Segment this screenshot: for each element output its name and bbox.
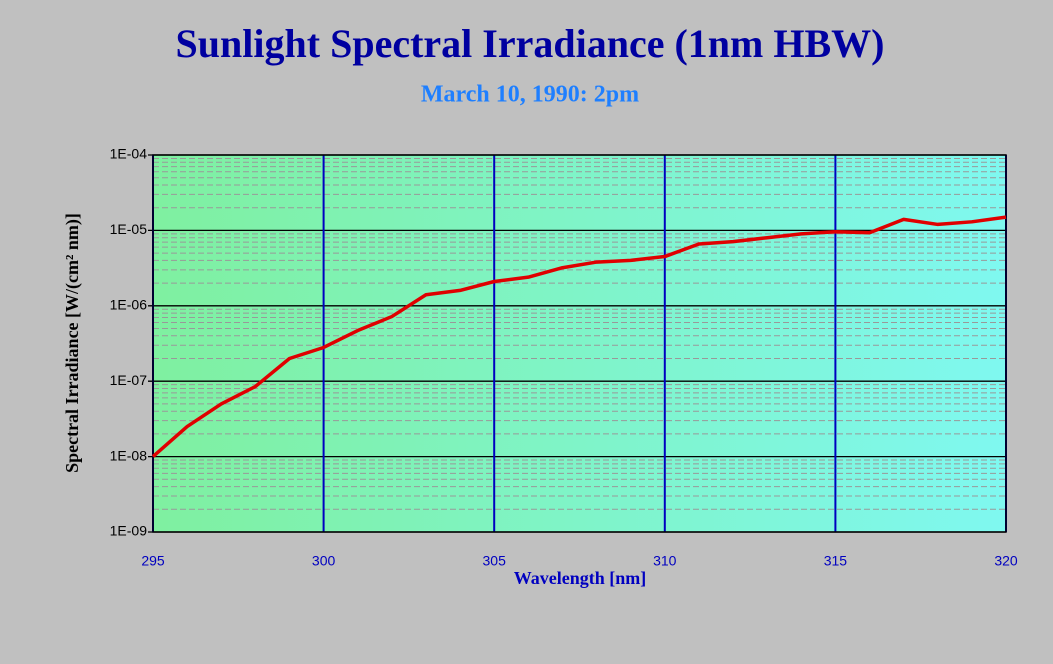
chart-title: Sunlight Spectral Irradiance (1nm HBW) xyxy=(176,21,885,66)
plot-frame xyxy=(152,154,1007,533)
x-tick-label: 310 xyxy=(653,553,677,569)
x-tick-label: 300 xyxy=(312,553,336,569)
y-axis-label: Spectral Irradiance [W/(cm² nm)] xyxy=(62,213,83,473)
plot-area xyxy=(153,155,1006,532)
x-tick-label: 295 xyxy=(141,553,165,569)
y-tick-label: 1E-08 xyxy=(110,447,148,463)
y-tick-label: 1E-05 xyxy=(110,221,148,237)
x-tick-label: 315 xyxy=(824,553,848,569)
y-tick-label: 1E-04 xyxy=(110,146,148,162)
chart-subtitle: March 10, 1990: 2pm xyxy=(421,82,639,108)
x-axis-label: Wavelength [nm] xyxy=(514,568,647,588)
x-tick-label: 305 xyxy=(483,553,507,569)
y-tick-label: 1E-07 xyxy=(110,372,148,388)
x-tick-label: 320 xyxy=(994,553,1018,569)
y-tick-label: 1E-06 xyxy=(110,297,148,313)
y-tick-label: 1E-09 xyxy=(110,523,148,539)
data-line xyxy=(151,215,1007,458)
